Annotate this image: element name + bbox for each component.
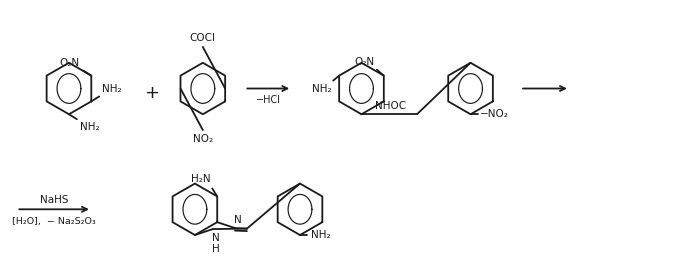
Text: O₂N: O₂N: [59, 58, 80, 68]
Text: −NO₂: −NO₂: [480, 109, 509, 119]
Text: NHOC: NHOC: [375, 101, 406, 111]
Text: NaHS: NaHS: [40, 195, 69, 205]
Text: −HCl: −HCl: [256, 95, 281, 105]
Text: O₂N: O₂N: [354, 57, 374, 67]
Text: N: N: [212, 233, 219, 243]
Text: NH₂: NH₂: [311, 230, 331, 240]
Text: NH₂: NH₂: [312, 85, 332, 95]
Text: NO₂: NO₂: [193, 134, 213, 144]
Text: COCl: COCl: [190, 33, 216, 43]
Text: H: H: [212, 244, 219, 254]
Text: N: N: [234, 215, 242, 225]
Text: H₂N: H₂N: [191, 173, 210, 183]
Text: NH₂: NH₂: [80, 122, 99, 132]
Text: [H₂O],  − Na₂S₂O₃: [H₂O], − Na₂S₂O₃: [12, 217, 96, 226]
Text: +: +: [144, 85, 159, 103]
Text: NH₂: NH₂: [102, 85, 122, 95]
